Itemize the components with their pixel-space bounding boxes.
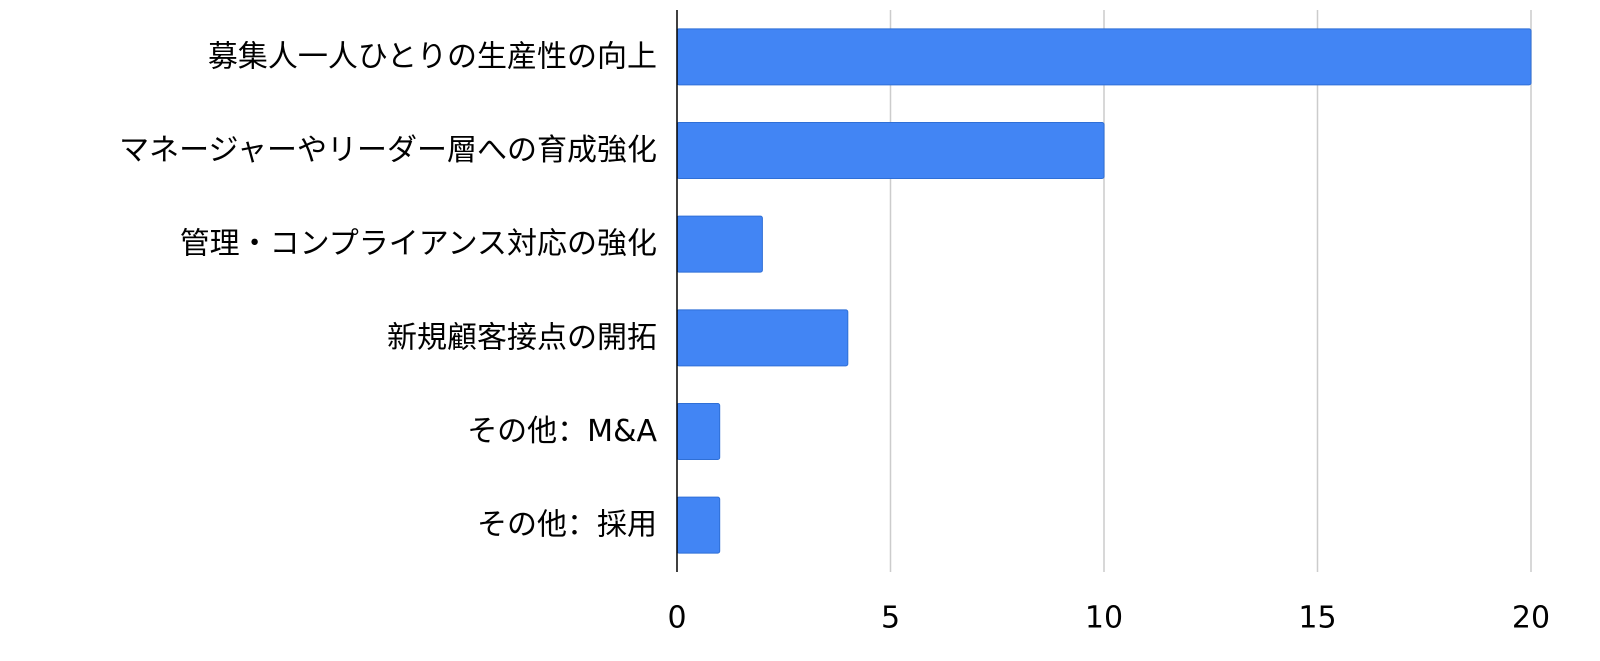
bars bbox=[676, 28, 1532, 554]
category-label-3: 新規顧客接点の開拓 bbox=[387, 320, 657, 355]
category-label-5: その他：採用 bbox=[477, 508, 657, 543]
bar-5 bbox=[676, 496, 721, 554]
category-label-2: 管理・コンプライアンス対応の強化 bbox=[180, 227, 657, 262]
category-label-4: その他：M&A bbox=[467, 414, 657, 449]
bar-3 bbox=[676, 309, 849, 367]
bar-0 bbox=[676, 28, 1532, 86]
bar-4 bbox=[676, 403, 721, 460]
tick-label-5: 5 bbox=[881, 601, 900, 636]
category-label-0: 募集人一人ひとりの生産性の向上 bbox=[208, 39, 657, 74]
bar-1 bbox=[676, 122, 1105, 179]
tick-label-0: 0 bbox=[667, 601, 686, 636]
category-labels: 募集人一人ひとりの生産性の向上マネージャーやリーダー層への育成強化管理・コンプラ… bbox=[119, 39, 657, 542]
bar-2 bbox=[676, 215, 763, 273]
tick-labels: 0 5 10 15 20 bbox=[667, 601, 1550, 636]
tick-label-10: 10 bbox=[1085, 601, 1123, 636]
category-label-1: マネージャーやリーダー層への育成強化 bbox=[119, 133, 657, 168]
tick-label-20: 20 bbox=[1512, 601, 1550, 636]
tick-label-15: 15 bbox=[1298, 601, 1336, 636]
grid-lines bbox=[889, 10, 1532, 572]
